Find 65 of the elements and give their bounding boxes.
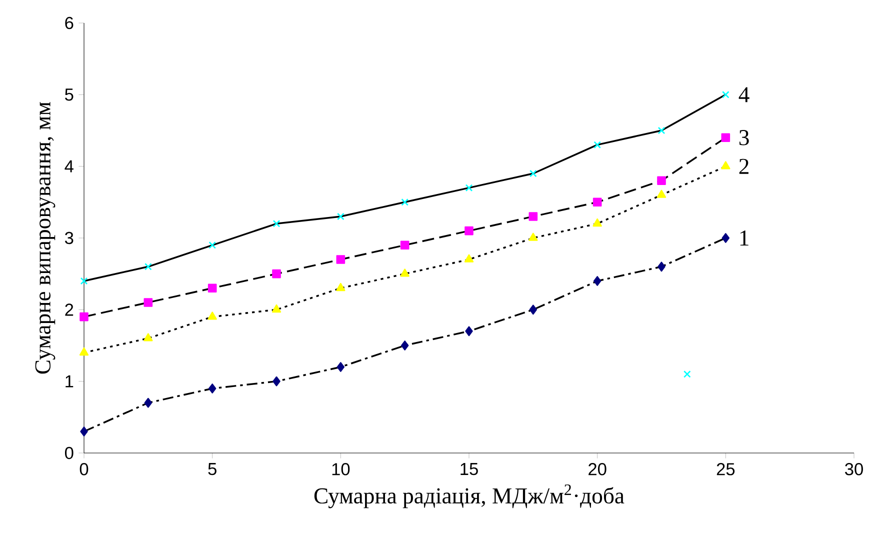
point <box>464 254 474 262</box>
point <box>721 133 730 142</box>
point <box>144 398 152 408</box>
point <box>208 312 217 320</box>
point <box>657 176 666 186</box>
x-tick-label: 30 <box>845 463 863 476</box>
point <box>722 233 730 243</box>
y-tick-label: 0 <box>64 446 74 460</box>
x-tick-label: 0 <box>80 463 88 476</box>
x-tick-label: 10 <box>332 463 350 476</box>
x-tick-label: 15 <box>460 463 478 476</box>
point <box>465 184 473 192</box>
point <box>400 240 410 250</box>
point <box>658 262 666 272</box>
point <box>208 284 217 293</box>
point <box>272 376 280 386</box>
y-tick-label: 1 <box>66 375 74 388</box>
point <box>272 304 282 313</box>
point <box>80 312 88 322</box>
point <box>144 262 152 270</box>
point <box>722 90 730 98</box>
point <box>272 220 280 228</box>
point <box>592 198 602 207</box>
point <box>593 276 602 286</box>
y-axis-title: Сумарне випаровування, мм <box>35 102 56 374</box>
series-label: 2 <box>739 158 748 174</box>
point <box>80 277 88 285</box>
point <box>401 198 409 206</box>
x-axis-title: Сумарна радіація, МДж/м$^{2}$·доба <box>314 484 624 508</box>
y-tick-label: 2 <box>65 304 74 316</box>
point <box>465 326 473 336</box>
point <box>592 218 602 227</box>
point <box>336 255 346 264</box>
point <box>272 269 281 278</box>
point <box>529 170 537 178</box>
point <box>656 190 666 198</box>
y-tick-label: 6 <box>65 16 74 30</box>
series-label: 4 <box>738 87 750 102</box>
x-tick-label: 20 <box>588 463 606 476</box>
series-label: 1 <box>740 230 748 246</box>
y-tick-label: 5 <box>65 88 74 101</box>
point <box>144 298 153 307</box>
point <box>683 370 691 378</box>
point <box>400 268 410 277</box>
point <box>144 333 153 342</box>
point <box>400 340 409 350</box>
x-tick-label: 25 <box>716 463 735 476</box>
point <box>336 282 346 292</box>
point <box>594 141 602 149</box>
point <box>528 232 538 241</box>
x-tick-label: 5 <box>208 463 216 476</box>
point <box>528 212 538 221</box>
point <box>721 161 730 170</box>
point <box>80 426 88 436</box>
point <box>658 126 666 134</box>
series-label: 3 <box>739 130 749 146</box>
point <box>336 362 345 372</box>
point <box>464 226 474 236</box>
point <box>336 212 344 220</box>
point <box>208 384 216 394</box>
point <box>79 347 89 356</box>
y-tick-label: 4 <box>64 160 74 172</box>
point <box>208 241 216 249</box>
y-tick-label: 3 <box>64 232 74 244</box>
point <box>529 304 538 315</box>
